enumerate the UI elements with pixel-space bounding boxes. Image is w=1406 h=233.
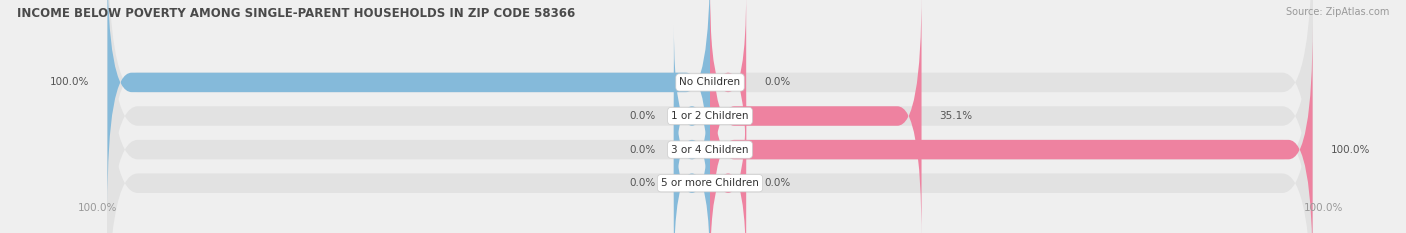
Text: 0.0%: 0.0% xyxy=(630,111,655,121)
Text: 0.0%: 0.0% xyxy=(765,77,790,87)
Text: 0.0%: 0.0% xyxy=(765,178,790,188)
Text: 100.0%: 100.0% xyxy=(1303,203,1343,213)
Text: INCOME BELOW POVERTY AMONG SINGLE-PARENT HOUSEHOLDS IN ZIP CODE 58366: INCOME BELOW POVERTY AMONG SINGLE-PARENT… xyxy=(17,7,575,20)
FancyBboxPatch shape xyxy=(710,0,747,173)
FancyBboxPatch shape xyxy=(673,25,710,207)
Text: 100.0%: 100.0% xyxy=(1330,145,1369,155)
Text: 100.0%: 100.0% xyxy=(51,77,90,87)
FancyBboxPatch shape xyxy=(710,92,747,233)
Text: 0.0%: 0.0% xyxy=(630,178,655,188)
Text: No Children: No Children xyxy=(679,77,741,87)
FancyBboxPatch shape xyxy=(107,0,1313,233)
FancyBboxPatch shape xyxy=(107,0,1313,233)
Text: 100.0%: 100.0% xyxy=(77,203,117,213)
Text: 3 or 4 Children: 3 or 4 Children xyxy=(671,145,749,155)
FancyBboxPatch shape xyxy=(673,58,710,233)
FancyBboxPatch shape xyxy=(710,25,1313,233)
FancyBboxPatch shape xyxy=(107,25,1313,233)
FancyBboxPatch shape xyxy=(107,0,1313,233)
Text: Source: ZipAtlas.com: Source: ZipAtlas.com xyxy=(1285,7,1389,17)
Text: 0.0%: 0.0% xyxy=(630,145,655,155)
FancyBboxPatch shape xyxy=(710,0,921,233)
Text: 5 or more Children: 5 or more Children xyxy=(661,178,759,188)
FancyBboxPatch shape xyxy=(673,92,710,233)
FancyBboxPatch shape xyxy=(107,0,710,207)
Text: 1 or 2 Children: 1 or 2 Children xyxy=(671,111,749,121)
Text: 35.1%: 35.1% xyxy=(939,111,973,121)
